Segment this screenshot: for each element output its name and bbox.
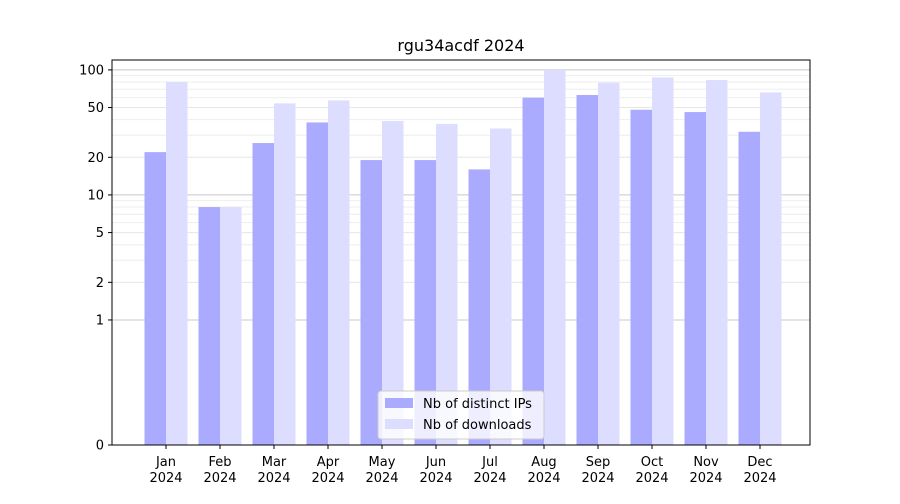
bar-distinct-ips bbox=[468, 169, 490, 445]
bar-distinct-ips bbox=[252, 143, 274, 445]
x-tick-label: Jul 2024 bbox=[473, 455, 506, 486]
y-tick-label: 1 bbox=[96, 313, 104, 328]
bar-distinct-ips bbox=[684, 112, 706, 445]
y-tick-label: 20 bbox=[87, 151, 104, 166]
bar-downloads bbox=[760, 92, 782, 446]
legend-label: Nb of downloads bbox=[423, 418, 532, 433]
legend-swatch bbox=[385, 398, 413, 408]
bar-distinct-ips bbox=[306, 122, 328, 445]
bar-distinct-ips bbox=[414, 160, 436, 445]
bar-downloads bbox=[436, 123, 458, 445]
bar-downloads bbox=[598, 82, 620, 445]
y-tick-label: 10 bbox=[87, 188, 104, 203]
x-tick-label: Oct 2024 bbox=[635, 455, 668, 486]
bars bbox=[144, 69, 782, 446]
x-tick-label: Feb 2024 bbox=[203, 455, 236, 486]
bar-distinct-ips bbox=[522, 97, 544, 445]
y-tick-label: 2 bbox=[96, 276, 104, 291]
bar-distinct-ips bbox=[738, 131, 760, 445]
y-tick-label: 50 bbox=[87, 101, 104, 116]
x-tick-label: Nov 2024 bbox=[689, 455, 722, 486]
plot-frame bbox=[111, 59, 811, 446]
bar-downloads bbox=[544, 69, 566, 446]
legend-swatch bbox=[385, 419, 413, 429]
bar-downloads bbox=[382, 121, 404, 446]
x-tick-label: Sep 2024 bbox=[581, 455, 614, 486]
x-tick-label: Aug 2024 bbox=[527, 455, 560, 486]
legend-label: Nb of distinct IPs bbox=[423, 397, 532, 412]
y-tick-label: 0 bbox=[96, 439, 104, 454]
x-tick-label: Jun 2024 bbox=[419, 455, 452, 486]
bar-downloads bbox=[274, 103, 296, 446]
x-tick-label: Apr 2024 bbox=[311, 455, 344, 486]
y-tick-label: 100 bbox=[79, 63, 104, 78]
bar-downloads bbox=[652, 77, 674, 445]
bar-distinct-ips bbox=[630, 109, 652, 445]
bar-downloads bbox=[706, 80, 728, 445]
bar-downloads bbox=[220, 207, 242, 445]
legend-box bbox=[377, 390, 545, 440]
bar-distinct-ips bbox=[360, 160, 382, 445]
x-tick-label: May 2024 bbox=[365, 455, 398, 486]
bar-downloads bbox=[328, 100, 350, 445]
bar-downloads bbox=[166, 82, 188, 445]
x-axis: Jan 2024 Feb 2024 Mar 2024 Apr 2024 May 2024 Jun 20… bbox=[149, 445, 777, 486]
legend: Nb of distinct IPs Nb of downloads bbox=[377, 390, 545, 440]
x-tick-label: Jan 2024 bbox=[149, 455, 182, 486]
bar-distinct-ips bbox=[144, 152, 166, 445]
x-tick-label: Mar 2024 bbox=[257, 455, 290, 486]
y-tick-label: 5 bbox=[96, 226, 104, 241]
bar-downloads bbox=[490, 128, 512, 445]
chart-title: rgu34acdf 2024 bbox=[397, 36, 524, 55]
bar-distinct-ips bbox=[576, 94, 598, 446]
bar-distinct-ips bbox=[198, 207, 220, 445]
y-axis: 0 1 2 5 10 20 50 100 bbox=[79, 63, 112, 454]
x-tick-label: Dec 2024 bbox=[743, 455, 776, 486]
